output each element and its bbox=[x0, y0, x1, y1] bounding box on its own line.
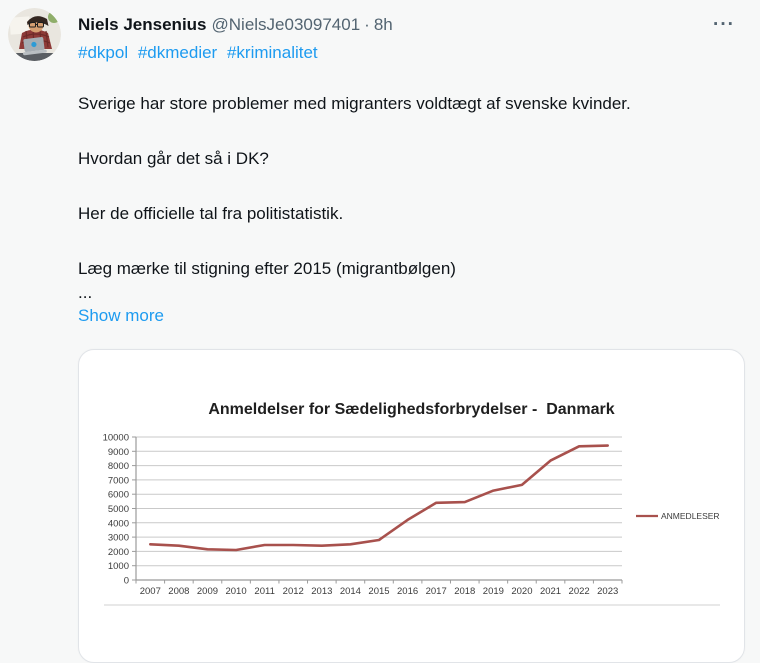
x-tick-label: 2022 bbox=[568, 586, 589, 597]
x-tick-label: 2023 bbox=[597, 586, 618, 597]
tweet-content: Niels Jensenius @NielsJe03097401 · 8h ··… bbox=[78, 8, 745, 663]
separator-dot: · bbox=[364, 15, 370, 34]
truncation-ellipsis: ... bbox=[78, 283, 93, 302]
x-tick-label: 2014 bbox=[339, 586, 360, 597]
tweet-paragraph: Læg mærke til stigning efter 2015 (migra… bbox=[78, 259, 456, 278]
tweet-paragraph: Her de officielle tal fra politistatisti… bbox=[78, 204, 344, 223]
y-tick-label: 6000 bbox=[107, 490, 128, 501]
laptop-base bbox=[22, 49, 47, 56]
legend-label: ANMEDLESER bbox=[661, 511, 720, 521]
x-tick-label: 2012 bbox=[282, 586, 303, 597]
chart-svg: 0 1000 2000 3000 4000 5000 6000 7000 8000 9000 100… bbox=[102, 433, 720, 606]
y-tick-label: 1000 bbox=[107, 561, 128, 572]
author-handle[interactable]: @NielsJe03097401 bbox=[211, 15, 361, 34]
x-tick-label: 2020 bbox=[511, 586, 532, 597]
hair bbox=[27, 16, 49, 26]
tweet-paragraph: Hvordan går det så i DK? bbox=[78, 149, 269, 168]
y-tick-label: 0 bbox=[123, 576, 128, 587]
hashtag-dkpol[interactable]: #dkpol bbox=[78, 43, 129, 62]
hashtag-kriminalitet[interactable]: #kriminalitet bbox=[226, 43, 318, 62]
laptop-logo bbox=[31, 41, 37, 48]
y-tick-label: 5000 bbox=[107, 504, 128, 515]
data-line bbox=[148, 444, 609, 552]
hashtag-row: #dkpol #dkmedier #kriminalitet bbox=[78, 42, 745, 64]
x-tick-label: 2007 bbox=[139, 586, 160, 597]
x-tick-label: 2019 bbox=[482, 586, 503, 597]
x-tick-label: 2011 bbox=[254, 586, 274, 597]
y-tick-label: 7000 bbox=[107, 475, 128, 486]
x-tick-label: 2013 bbox=[311, 586, 332, 597]
x-tick-label: 2015 bbox=[368, 586, 389, 597]
legs bbox=[16, 53, 54, 61]
y-tick-label: 4000 bbox=[107, 518, 128, 529]
hashtag-dkmedier[interactable]: #dkmedier bbox=[137, 43, 218, 62]
avatar[interactable] bbox=[8, 8, 61, 61]
y-tick-label: 2000 bbox=[107, 547, 128, 558]
whiteboard bbox=[9, 16, 31, 35]
more-button[interactable]: ··· bbox=[709, 15, 739, 34]
plant bbox=[48, 11, 60, 23]
chart-title: Anmeldelser for Sædelighedsforbrydelser … bbox=[208, 401, 615, 418]
y-tick-label: 10000 bbox=[102, 433, 128, 444]
x-tick-label: 2021 bbox=[539, 586, 560, 597]
avatar-illustration bbox=[8, 8, 61, 61]
chart-attachment[interactable]: Anmeldelser for Sædelighedsforbrydelser … bbox=[78, 349, 745, 663]
tweet-header: Niels Jensenius @NielsJe03097401 · 8h ··… bbox=[78, 14, 745, 35]
tweet-paragraph: Sverige har store problemer med migrante… bbox=[78, 94, 631, 113]
y-tick-label: 9000 bbox=[107, 447, 128, 458]
show-more-link[interactable]: Show more bbox=[78, 306, 164, 325]
y-tick-label: 8000 bbox=[107, 461, 128, 472]
avatar-column bbox=[8, 8, 61, 663]
x-tick-label: 2017 bbox=[425, 586, 446, 597]
timestamp[interactable]: 8h bbox=[373, 15, 393, 34]
x-tick-label: 2009 bbox=[196, 586, 217, 597]
x-tick-label: 2016 bbox=[397, 586, 418, 597]
x-tick-label: 2008 bbox=[168, 586, 189, 597]
tweet-body: Sverige har store problemer med migrante… bbox=[78, 93, 745, 327]
y-tick-label: 3000 bbox=[107, 533, 128, 544]
author-name[interactable]: Niels Jensenius bbox=[78, 15, 207, 34]
x-tick-label: 2010 bbox=[225, 586, 246, 597]
x-tick-label: 2018 bbox=[454, 586, 475, 597]
laptop bbox=[22, 37, 47, 56]
